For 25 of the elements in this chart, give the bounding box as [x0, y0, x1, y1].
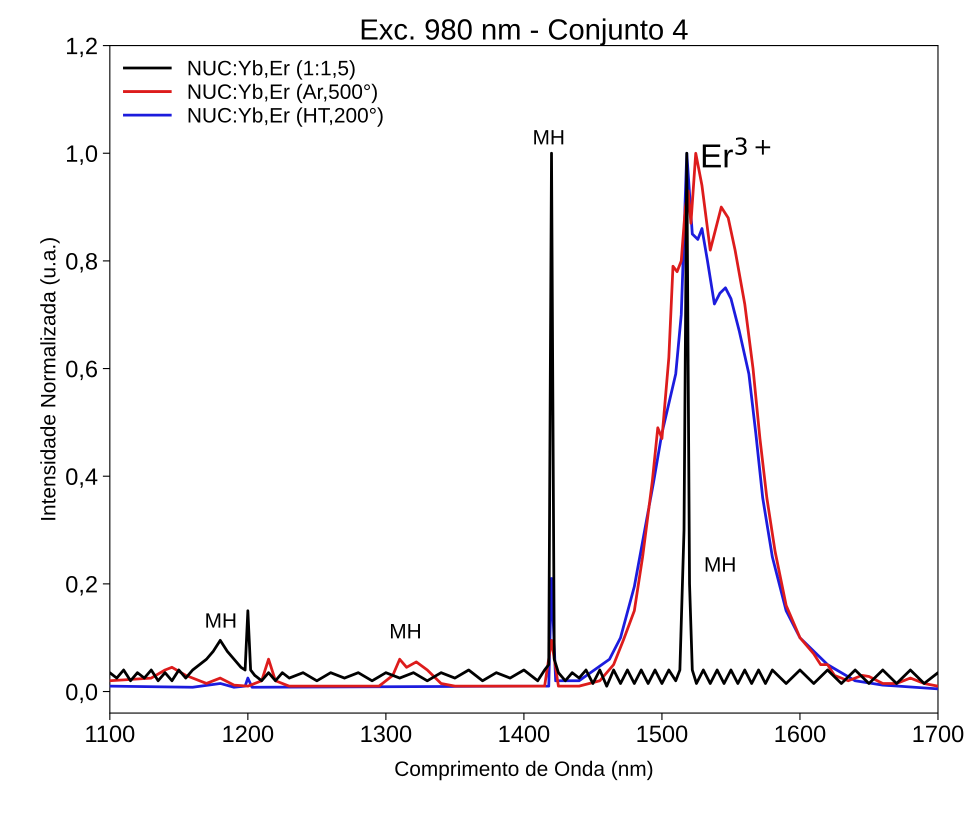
legend-label: NUC:Yb,Er (1:1,5) [188, 60, 355, 80]
x-tick-label: 1500 [637, 725, 688, 742]
annotation: MH [390, 624, 420, 638]
y-tick-label: 0,6 [66, 360, 97, 380]
x-axis-title: Comprimento de Onda (nm) [395, 760, 652, 780]
y-tick-label: 1,0 [67, 145, 98, 165]
x-tick-label: 1400 [499, 725, 550, 742]
y-tick-label: 1,2 [67, 38, 97, 58]
y-tick-label: 0,2 [66, 576, 97, 596]
x-tick-label: 1300 [361, 725, 412, 742]
y-tick-label: 0,8 [66, 252, 98, 272]
annotation: Er$^{3+}$ [702, 137, 770, 168]
annotation: MH [206, 613, 236, 628]
y-axis-title: Intensidade Normalizada (u.a.) [40, 238, 60, 520]
chart-title: Exc. 980 nm - Conjunto 4 [362, 18, 688, 46]
annotation: MH [534, 130, 564, 144]
y-tick-label: 0,4 [66, 468, 98, 488]
y-tick-label: 0,0 [66, 684, 98, 704]
annotation: MH [706, 557, 735, 572]
x-tick-label: 1200 [223, 725, 274, 742]
legend-label: NUC:Yb,Er (Ar,500°) [188, 84, 377, 104]
legend-label: NUC:Yb,Er (HT,200°) [188, 107, 383, 127]
x-tick-label: 1600 [775, 725, 826, 742]
x-tick-label: 1100 [86, 725, 134, 742]
x-tick-label: 1700 [914, 725, 964, 742]
